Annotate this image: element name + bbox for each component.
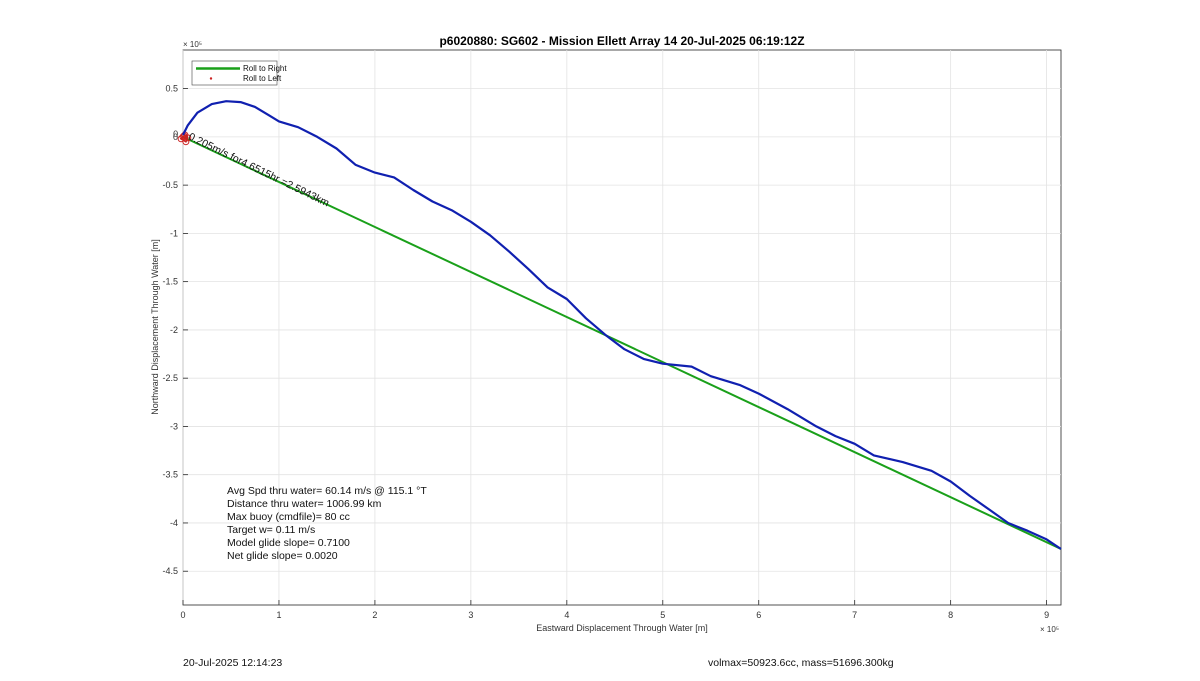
y-axis-ticks: 0.5 0 -0.5 -1 -1.5 -2 -2.5 -3 -3.5 -4 -4.5 <box>162 84 188 576</box>
stat-net-glide: Net glide slope= 0.0020 <box>227 550 338 562</box>
stat-avg-speed: Avg Spd thru water= 60.14 m/s @ 115.1 °T <box>227 485 427 497</box>
x-tick-label: 2 <box>372 610 377 620</box>
x-axis-multiplier: × 10⁵ <box>1040 625 1059 634</box>
x-tick-label: 4 <box>564 610 569 620</box>
x-tick-label: 3 <box>468 610 473 620</box>
x-tick-label: 0 <box>180 610 185 620</box>
series-track-line <box>182 100 1062 550</box>
y-tick-label: -3.5 <box>162 470 178 480</box>
legend-box <box>191 60 278 86</box>
y-tick-label: 0.5 <box>165 84 178 94</box>
stat-model-glide: Model glide slope= 0.7100 <box>227 537 350 549</box>
legend-swatch-roll-left <box>209 77 213 80</box>
y-tick-label: -2 <box>170 325 178 335</box>
x-axis-label: Eastward Displacement Through Water [m] <box>536 623 708 633</box>
y-tick-label: -1.5 <box>162 277 178 287</box>
x-tick-label: 6 <box>756 610 761 620</box>
y-axis-multiplier: × 10⁵ <box>183 40 202 49</box>
stat-target-w: Target w= 0.11 m/s <box>227 524 315 536</box>
stats-box: Avg Spd thru water= 60.14 m/s @ 115.1 °T… <box>227 485 427 562</box>
legend-label-roll-left: Roll to Left <box>243 74 282 83</box>
x-tick-label: 7 <box>852 610 857 620</box>
y-tick-label: -1 <box>170 228 178 238</box>
y-tick-label: -3 <box>170 421 178 431</box>
stat-distance: Distance thru water= 1006.99 km <box>227 498 382 510</box>
legend-label-roll-right: Roll to Right <box>243 64 287 73</box>
footer-timestamp: 20-Jul-2025 12:14:23 <box>183 657 283 669</box>
series-roll-right-line <box>182 135 1062 550</box>
legend: Roll to Right Roll to Left <box>191 60 287 86</box>
y-tick-label: 0 <box>173 132 178 142</box>
x-tick-label: 9 <box>1044 610 1049 620</box>
x-axis-ticks: 0 1 2 3 4 5 6 7 8 9 <box>180 600 1049 620</box>
y-tick-label: -0.5 <box>162 180 178 190</box>
chart-title: p6020880: SG602 - Mission Ellett Array 1… <box>439 34 804 48</box>
series-group <box>177 100 1062 550</box>
y-tick-label: -4.5 <box>162 566 178 576</box>
plot-area <box>182 49 1062 606</box>
grid <box>182 50 1061 605</box>
y-axis-label: Northward Displacement Through Water [m] <box>150 239 160 415</box>
x-tick-label: 5 <box>660 610 665 620</box>
x-tick-label: 8 <box>948 610 953 620</box>
footer-mass-info: volmax=50923.6cc, mass=51696.300kg <box>708 657 894 669</box>
x-tick-label: 1 <box>276 610 281 620</box>
origin-label: 0 <box>173 129 178 139</box>
y-tick-label: -4 <box>170 518 178 528</box>
y-tick-label: -2.5 <box>162 373 178 383</box>
stat-max-buoy: Max buoy (cmdfile)= 80 cc <box>227 511 350 523</box>
series-roll-left-point <box>184 134 192 142</box>
